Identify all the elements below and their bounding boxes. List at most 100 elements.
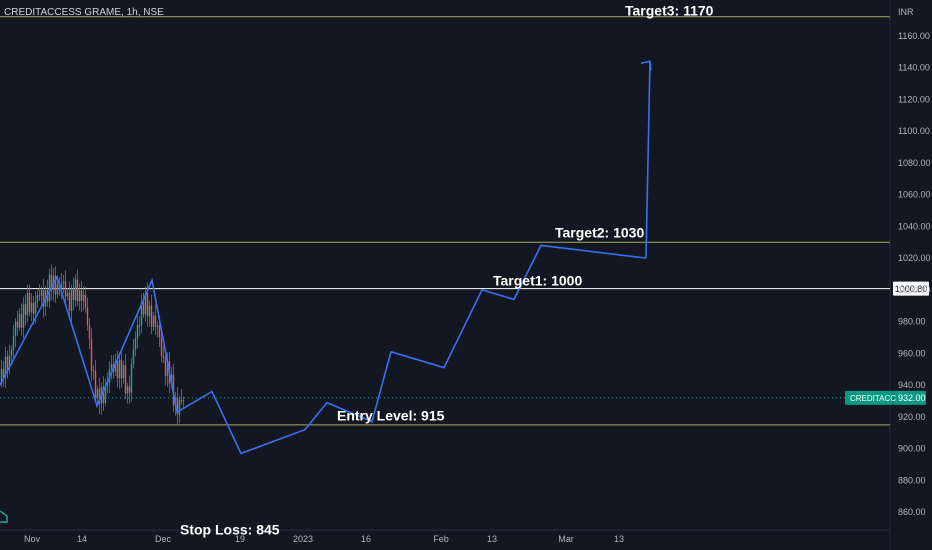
candle-body <box>154 315 157 327</box>
current-price-value: 932.00 <box>898 393 926 403</box>
candle-body <box>150 305 153 327</box>
candle-body <box>14 321 17 337</box>
x-tick-label: 2023 <box>293 534 313 544</box>
candle-body <box>82 294 85 301</box>
candle-body <box>76 279 79 302</box>
candle-body <box>120 359 123 378</box>
candle-body <box>4 356 7 377</box>
candle-body <box>28 292 31 313</box>
annotation-label[interactable]: Target2: 1030 <box>555 225 644 241</box>
candle-body <box>134 338 137 350</box>
annotation-label[interactable]: Stop Loss: 845 <box>180 522 280 538</box>
candle-body <box>138 325 141 327</box>
candle-body <box>72 288 75 301</box>
y-tick-label: 960.00 <box>898 348 926 358</box>
candle-body <box>116 361 119 379</box>
x-tick-label: Nov <box>24 534 41 544</box>
y-tick-label: 1000.00 <box>898 285 931 295</box>
candle-body <box>86 307 89 325</box>
candle-body <box>166 361 169 376</box>
annotation-label[interactable]: Target3: 1170 <box>625 2 714 18</box>
projection-arrowhead <box>640 60 652 71</box>
x-tick-label: 13 <box>487 534 497 544</box>
y-tick-label: 1020.00 <box>898 253 931 263</box>
y-tick-label: 940.00 <box>898 380 926 390</box>
candle-body <box>8 355 11 370</box>
candle-body <box>122 365 125 378</box>
candle-body <box>128 386 131 393</box>
candle-body <box>36 295 39 302</box>
candle-body <box>62 281 65 283</box>
candle-body <box>104 384 107 403</box>
y-tick-label: 860.00 <box>898 507 926 517</box>
candle-body <box>148 305 151 317</box>
symbol-title: CREDITACCESS GRAME, 1h, NSE <box>4 7 164 18</box>
x-tick-label: 14 <box>77 534 87 544</box>
x-tick-label: 16 <box>361 534 371 544</box>
annotation-label[interactable]: Target1: 1000 <box>493 272 582 288</box>
price-axis[interactable]: 1000.80 INR 860.00 880.00 900.00 920.00 940.00… <box>845 7 931 517</box>
y-tick-label: 980.00 <box>898 317 926 327</box>
candle-body <box>2 368 5 377</box>
candle-body <box>162 356 165 359</box>
candle-body <box>160 336 163 357</box>
candle-body <box>78 290 81 302</box>
candle-body <box>42 289 45 307</box>
x-tick-label: Dec <box>155 534 172 544</box>
time-axis[interactable]: Nov 14 Dec 19 2023 16 Feb 13 Mar 13 <box>24 534 624 544</box>
level-badge <box>893 281 929 296</box>
candle-body <box>156 325 159 327</box>
candle-body <box>34 301 37 314</box>
candle-body <box>56 284 59 295</box>
current-price-badge <box>845 390 926 405</box>
candle-body <box>164 358 167 376</box>
candle-body <box>30 302 33 313</box>
y-tick-label: 1120.00 <box>898 94 930 104</box>
candle-body <box>180 399 183 401</box>
current-price-symbol: CREDITACC <box>850 394 896 403</box>
candle-body <box>152 315 155 327</box>
candle-body <box>18 313 21 328</box>
projection-path <box>0 60 652 455</box>
candle-body <box>74 279 77 301</box>
y-tick-label: 1040.00 <box>898 221 931 231</box>
candle-body <box>64 281 67 297</box>
candle-body <box>124 365 127 394</box>
candle-body <box>60 282 63 289</box>
candle-body <box>98 388 101 404</box>
y-tick-label: 900.00 <box>898 444 926 454</box>
candle-body <box>136 325 139 339</box>
candle-body <box>16 321 19 328</box>
candle-body <box>144 293 147 315</box>
x-tick-label: Feb <box>433 534 449 544</box>
currency-label: INR <box>898 7 914 17</box>
candle-body <box>10 350 13 356</box>
candle-body <box>88 324 91 339</box>
annotation-label[interactable]: Entry Level: 915 <box>337 407 445 423</box>
candle-body <box>24 304 27 316</box>
y-tick-label: 1100.00 <box>898 126 930 136</box>
x-tick-label: 19 <box>235 534 245 544</box>
y-tick-label: 1140.00 <box>898 63 930 73</box>
candle-body <box>102 387 105 403</box>
candle-body <box>94 370 97 398</box>
projection-line[interactable] <box>0 244 647 455</box>
y-tick-label: 880.00 <box>898 475 926 485</box>
candle-body <box>178 399 181 415</box>
y-tick-label: 1080.00 <box>898 158 931 168</box>
candle-body <box>96 388 99 398</box>
candle-body <box>114 361 117 372</box>
tradingview-logo-icon[interactable] <box>0 508 10 524</box>
candle-body <box>50 274 53 290</box>
candle-body <box>70 288 73 311</box>
x-tick-label: Mar <box>558 534 574 544</box>
candle-body <box>20 313 23 328</box>
candle-body <box>48 274 51 302</box>
candle-body <box>92 370 95 372</box>
candle-body <box>32 302 35 314</box>
candle-body <box>118 359 121 379</box>
candle-body <box>68 292 71 311</box>
annotations: Target3: 1170 Target2: 1030 Target1: 1000 E… <box>180 2 714 537</box>
candle-body <box>54 275 57 295</box>
